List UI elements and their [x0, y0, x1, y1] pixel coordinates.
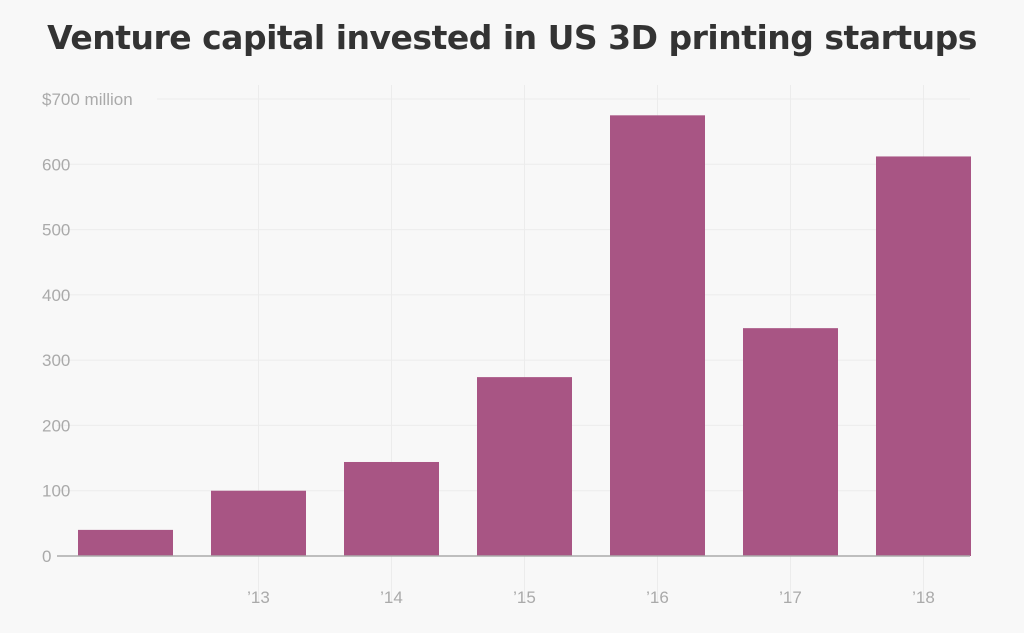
y-tick-label: 300: [42, 351, 70, 370]
x-tick-label: ’16: [646, 588, 669, 607]
y-tick-label: 0: [42, 547, 51, 566]
x-tick-label: ’14: [380, 588, 403, 607]
y-tick-label: 600: [42, 155, 70, 174]
bar: [610, 115, 705, 557]
bar: [211, 490, 306, 556]
x-tick-label: ’18: [912, 588, 935, 607]
x-tick-label: ’15: [513, 588, 536, 607]
y-tick-label: 500: [42, 221, 70, 240]
y-tick-label: $700 million: [42, 90, 133, 109]
y-tick-label: 100: [42, 482, 70, 501]
chart-title: Venture capital invested in US 3D printi…: [47, 18, 977, 57]
bar: [78, 529, 173, 556]
x-tick-label: ’17: [779, 588, 802, 607]
bar: [743, 328, 838, 556]
bar: [344, 461, 439, 556]
bar: [876, 156, 971, 557]
x-tick-label: ’13: [247, 588, 270, 607]
y-tick-label: 200: [42, 416, 70, 435]
bar: [477, 377, 572, 556]
y-tick-label: 400: [42, 286, 70, 305]
